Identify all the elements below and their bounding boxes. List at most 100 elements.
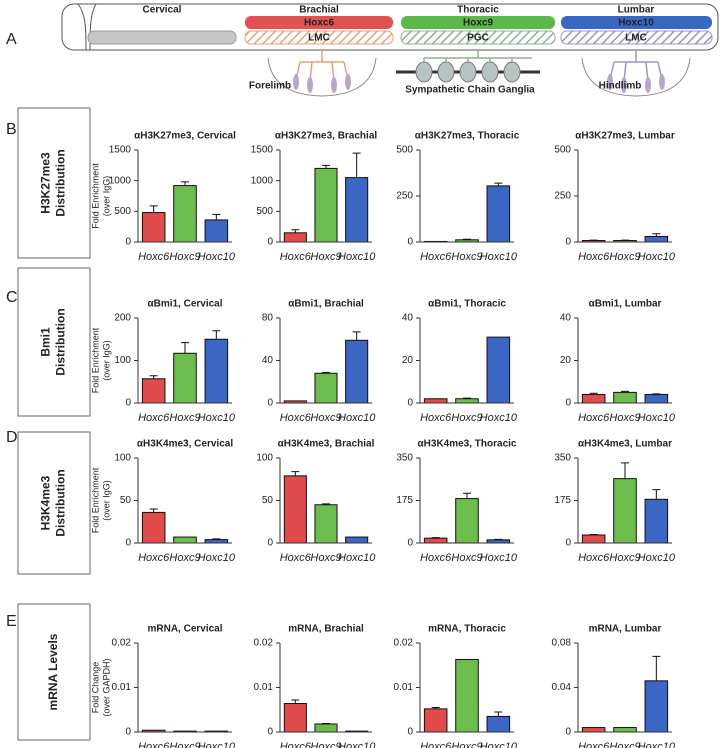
target-label: Hindlimb — [599, 81, 642, 92]
y-tick-label: 500 — [396, 145, 413, 156]
x-tick-label: Hoxc9 — [609, 251, 640, 263]
y-tick-label: 500 — [114, 206, 131, 217]
bar — [283, 703, 307, 733]
y-tick-label: 0 — [565, 237, 571, 248]
x-tick-label: Hoxc10 — [638, 741, 676, 748]
y-tick-label: 0 — [407, 538, 413, 549]
y-tick-label: 200 — [114, 313, 131, 324]
row-label: Distribution — [54, 308, 68, 375]
error-bar — [652, 393, 661, 395]
y-tick-label: 0 — [125, 398, 131, 409]
error-bar — [322, 371, 330, 374]
error-bar — [494, 182, 503, 186]
x-tick-label: Hoxc9 — [169, 741, 200, 748]
gene-label: Hoxc6 — [304, 18, 334, 29]
x-tick-label: Hoxc10 — [198, 552, 236, 564]
x-tick-label: Hoxc6 — [578, 412, 610, 424]
error-bar — [352, 331, 361, 341]
y-tick-label: 1000 — [251, 175, 274, 186]
y-tick-label: 0 — [267, 237, 273, 248]
chart-title: αH3K27me3, Cervical — [134, 131, 236, 142]
y-tick-label: 0 — [125, 727, 131, 738]
error-bar — [212, 213, 221, 220]
chart-title: αH3K4me3, Brachial — [278, 439, 375, 450]
x-tick-label: Hoxc6 — [578, 552, 610, 564]
x-tick-label: Hoxc10 — [480, 741, 518, 748]
chart-title: mRNA, Brachial — [288, 624, 364, 635]
y-tick-label: 50 — [120, 495, 132, 506]
bar — [141, 378, 166, 404]
target-label: Forelimb — [249, 81, 291, 92]
hoxc6-bar — [245, 16, 393, 29]
chart-title: mRNA, Thoracic — [428, 624, 506, 635]
error-bar — [621, 462, 629, 479]
error-bar — [463, 397, 471, 399]
bar — [173, 352, 197, 404]
bar — [173, 185, 197, 243]
x-tick-label: Hoxc6 — [280, 552, 312, 564]
bar — [141, 511, 166, 544]
column-label: LMC — [625, 33, 647, 44]
x-tick-label: Hoxc6 — [420, 412, 452, 424]
y-tick-label: 0.01 — [254, 682, 274, 693]
bar — [455, 398, 479, 404]
y-tick-label: 0 — [407, 237, 413, 248]
bar — [283, 232, 307, 243]
y-axis-label: Fold Enrichment — [90, 163, 100, 229]
chart-title: αBmi1, Brachial — [288, 299, 364, 310]
bar — [173, 536, 197, 544]
axons — [295, 50, 349, 83]
x-tick-label: Hoxc10 — [638, 552, 676, 564]
x-tick-label: Hoxc6 — [280, 251, 312, 263]
bar — [581, 534, 606, 544]
y-tick-label: 1500 — [109, 145, 132, 156]
row-label-box — [17, 603, 91, 741]
region-label: Lumbar — [618, 5, 655, 16]
y-tick-label: 0.01 — [112, 682, 132, 693]
y-tick-label: 1000 — [109, 175, 132, 186]
x-tick-label: Hoxc6 — [138, 251, 170, 263]
column-label: LMC — [308, 33, 330, 44]
x-tick-label: Hoxc9 — [451, 412, 482, 424]
error-bar — [621, 390, 629, 393]
gene-label: Hoxc9 — [463, 18, 493, 29]
x-tick-label: Hoxc10 — [198, 741, 236, 748]
x-tick-label: Hoxc10 — [480, 412, 518, 424]
error-bar — [652, 655, 661, 681]
y-tick-label: 250 — [396, 191, 413, 202]
ganglia — [415, 61, 521, 83]
x-tick-label: Hoxc6 — [578, 741, 610, 748]
x-tick-label: Hoxc9 — [310, 251, 341, 263]
chart-title: mRNA, Lumbar — [589, 624, 662, 635]
chart-title: αH3K4me3, Thoracic — [418, 439, 517, 450]
chart-title: αBmi1, Thoracic — [428, 299, 506, 310]
row-label: H3K4me3 — [39, 475, 53, 530]
cord-outline — [77, 3, 97, 51]
y-tick-label: 0 — [267, 727, 273, 738]
axons — [609, 50, 663, 83]
chart-title: αH3K27me3, Brachial — [275, 131, 378, 142]
x-tick-label: Hoxc9 — [310, 741, 341, 748]
x-tick-label: Hoxc6 — [578, 251, 610, 263]
bar — [204, 338, 229, 404]
bar — [423, 537, 448, 544]
panel-letter: E — [6, 613, 17, 630]
row-label-box — [17, 267, 91, 417]
y-tick-label: 0.02 — [112, 638, 132, 649]
bar — [204, 219, 229, 243]
x-tick-label: Hoxc9 — [169, 552, 200, 564]
row-label: Distribution — [54, 149, 68, 216]
y-tick-label: 175 — [554, 495, 571, 506]
y-tick-label: 0.02 — [394, 638, 414, 649]
region-label: Cervical — [143, 5, 182, 16]
bar — [644, 680, 669, 733]
error-bar — [352, 152, 361, 178]
y-axis-label: Fold Enrichment — [90, 327, 100, 393]
x-tick-label: Hoxc10 — [338, 741, 376, 748]
y-tick-label: 0.08 — [552, 638, 572, 649]
row-label-box — [17, 431, 91, 575]
x-tick-label: Hoxc6 — [420, 741, 452, 748]
bar — [423, 398, 448, 404]
x-tick-label: Hoxc10 — [338, 251, 376, 263]
